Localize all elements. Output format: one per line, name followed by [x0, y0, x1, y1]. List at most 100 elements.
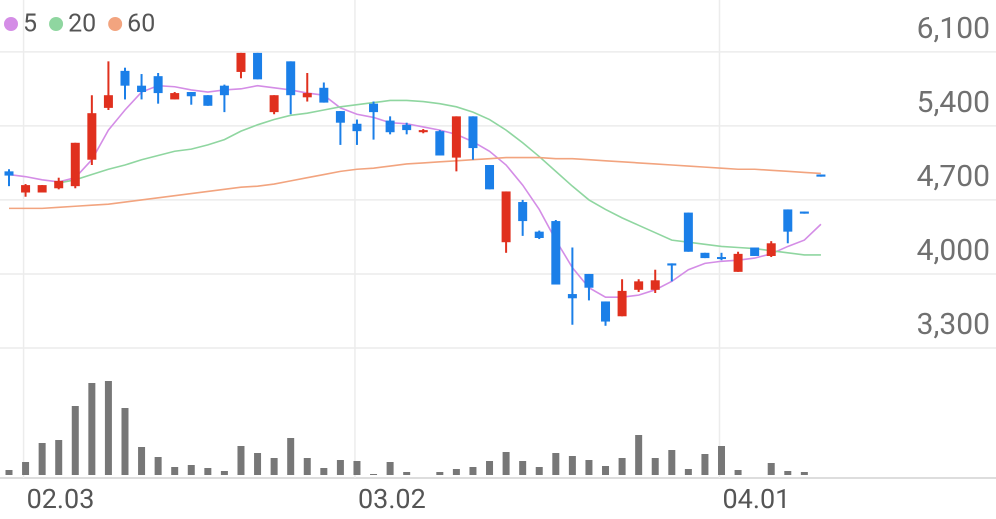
candle-body [501, 191, 511, 243]
candle-body [783, 209, 793, 232]
candle-body [816, 174, 826, 177]
volume-bar [668, 450, 676, 475]
candle-body [70, 142, 80, 187]
volume-bar [204, 468, 212, 475]
volume-bar [55, 440, 63, 475]
candle-body [236, 52, 246, 72]
legend-marker [49, 17, 64, 31]
volume-bar [71, 406, 79, 475]
candle-body [451, 116, 461, 158]
ma-line [9, 156, 821, 210]
candle-body [634, 281, 644, 290]
volume-bar [403, 472, 411, 475]
candle-body [650, 280, 660, 290]
candle-body [219, 85, 229, 96]
candle-body [584, 273, 594, 288]
candle-body [667, 263, 677, 266]
candle-body [567, 294, 577, 299]
y-tick-label: 4,000 [917, 233, 990, 268]
candle-body [766, 243, 776, 256]
candle-body [335, 111, 345, 123]
volume-bar [585, 460, 593, 475]
candle-body [352, 123, 362, 132]
volume-bar [452, 469, 460, 475]
candle-body [485, 165, 495, 190]
candle-body [369, 103, 379, 113]
volume-bar [5, 470, 13, 475]
volume-bar [684, 469, 692, 475]
volume-bar [718, 446, 726, 475]
candle-body [137, 85, 147, 93]
volume-bar [635, 435, 643, 475]
candle-body [799, 211, 809, 214]
candle-body [717, 257, 727, 260]
volume-bar [287, 438, 295, 475]
legend-label: 5 [23, 10, 37, 39]
volume-bar [88, 383, 96, 475]
volume-bar [800, 472, 808, 475]
volume-bar [651, 458, 659, 475]
ma-line [58, 99, 821, 256]
candle-body [468, 116, 478, 149]
candle-body [518, 202, 528, 222]
grid [0, 0, 996, 479]
x-tick-label: 03.02 [358, 483, 426, 515]
candle-body [302, 93, 312, 98]
volume-bar [336, 460, 344, 475]
volume-bar [552, 453, 560, 475]
candle-body [203, 95, 213, 106]
volume-bar [370, 474, 378, 475]
volume-bar [519, 461, 527, 475]
volume-bar [734, 470, 742, 475]
volume-bar [22, 462, 30, 475]
candle-body [750, 247, 760, 256]
volume-panel [5, 381, 808, 475]
volume-bar [187, 465, 195, 475]
legend-marker [108, 17, 123, 31]
volume-bar [171, 467, 179, 475]
candle-body [617, 290, 627, 317]
candle-body [103, 95, 113, 108]
volume-bar [104, 381, 112, 475]
candle-body [253, 52, 263, 80]
volume-bar [568, 456, 576, 475]
legend-label: 60 [127, 10, 155, 39]
volume-bar [502, 452, 510, 475]
volume-bar [486, 461, 494, 475]
candle-body [286, 61, 296, 96]
volume-bar [436, 472, 444, 475]
volume-bar [784, 471, 792, 475]
volume-bar [303, 458, 311, 475]
volume-bar [38, 443, 46, 475]
legend: 5 20 60 [4, 10, 155, 39]
candle-body [601, 301, 611, 322]
candle-body [551, 221, 561, 285]
candle-body [435, 131, 445, 156]
volume-bar [767, 463, 775, 475]
candle-body [170, 93, 180, 100]
legend-marker [4, 17, 18, 31]
volume-bar [220, 471, 228, 475]
candle-body [683, 212, 693, 252]
candle-body [319, 87, 329, 103]
volume-bar [353, 461, 361, 475]
volume-bar [386, 462, 394, 475]
candle-body [269, 95, 279, 113]
volume-bar [270, 458, 278, 475]
candle-body [402, 124, 412, 131]
candle-body [153, 76, 163, 94]
volume-bar [121, 408, 129, 475]
y-tick-label: 5,400 [917, 85, 990, 120]
candle-body [37, 185, 47, 193]
y-tick-label: 4,700 [917, 159, 990, 194]
candle-body [700, 252, 710, 259]
volume-bar [237, 446, 245, 475]
candle-body [4, 171, 14, 176]
axis-labels: 3,300 4,000 4,700 5,400 6,100 02.03 03.02 04.01 [27, 11, 990, 515]
volume-bar [618, 458, 626, 475]
candle-body [54, 180, 64, 189]
volume-bar [535, 467, 543, 475]
candle-body [534, 231, 544, 238]
